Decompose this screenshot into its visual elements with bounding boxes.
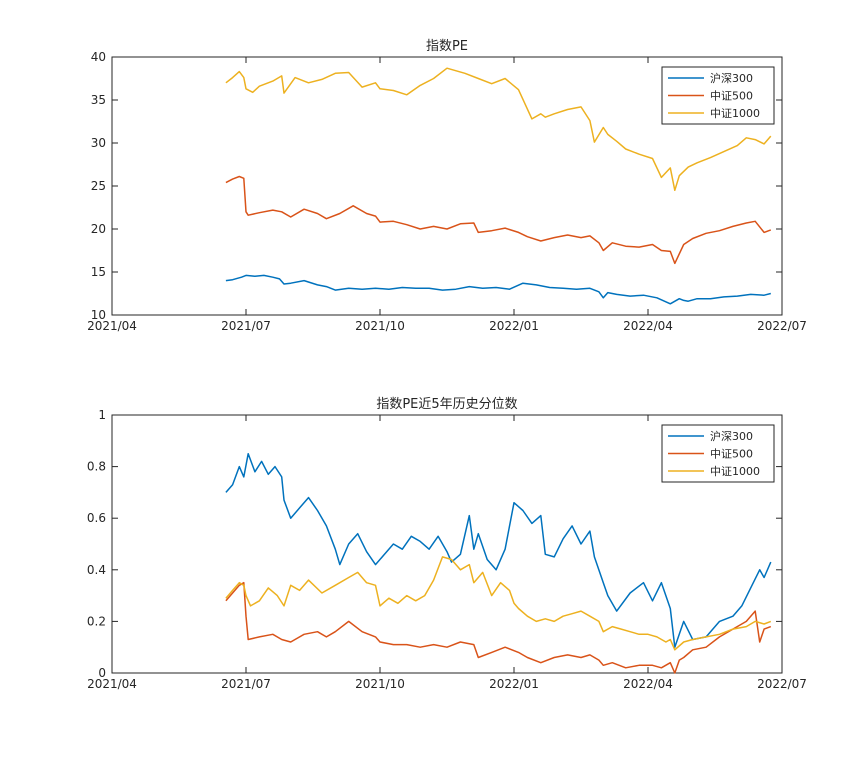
- pe-chart-y-tick-label: 20: [91, 222, 106, 236]
- pe-percentile-chart-series-zz1000-line: [225, 556, 772, 651]
- pe-chart-series-zz500-line: [225, 175, 772, 265]
- pe-percentile-chart-x-tick-label: 2021/04: [87, 677, 137, 691]
- pe-percentile-chart-series-hs300-line: [225, 452, 772, 648]
- pe-chart-series: [225, 67, 772, 305]
- pe-percentile-chart-y-tick-label: 0.8: [87, 460, 106, 474]
- pe-chart-legend: 沪深300 中证500 中证1000: [661, 66, 775, 125]
- pe-percentile-chart-y-tick-label: 0.4: [87, 563, 106, 577]
- pe-chart-y-tick-label: 40: [91, 50, 106, 64]
- pe-chart-title: 指数PE: [426, 39, 468, 54]
- pe-chart-ticks: 2021/04 2021/07 2021/10 2022/01 2022/04 2022/…: [87, 50, 807, 333]
- pe-percentile-chart-ticks: 2021/04 2021/07 2021/10 2022/01 2022/04 2022/…: [87, 408, 807, 691]
- pe-chart-y-tick-label: 25: [91, 179, 106, 193]
- pe-percentile-chart-x-tick-label: 2022/01: [489, 677, 539, 691]
- pe-chart-x-tick-label: 2022/04: [623, 319, 673, 333]
- pe-chart-x-tick-label: 2022/01: [489, 319, 539, 333]
- pe-chart: 指数PE 2021/04 2021/07 2021/10 2022/01 2022/04…: [87, 39, 807, 333]
- pe-percentile-chart-title: 指数PE近5年历史分位数: [376, 397, 517, 412]
- pe-percentile-chart-y-tick-label: 0.6: [87, 511, 106, 525]
- pe-percentile-chart-legend-label-zz1000: 中证1000: [710, 465, 760, 478]
- pe-percentile-chart-x-tick-label: 2022/07: [757, 677, 807, 691]
- pe-chart-legend-label-zz500: 中证500: [710, 90, 753, 103]
- pe-chart-y-tick-label: 30: [91, 136, 106, 150]
- pe-chart-legend-label-zz1000: 中证1000: [710, 107, 760, 120]
- pe-chart-y-tick-label: 35: [91, 93, 106, 107]
- pe-percentile-chart-legend-label-hs300: 沪深300: [710, 429, 753, 443]
- pe-percentile-chart-legend-label-zz500: 中证500: [710, 448, 753, 461]
- pe-chart-x-tick-label: 2021/07: [221, 319, 271, 333]
- pe-chart-legend-label-hs300: 沪深300: [710, 71, 753, 85]
- pe-chart-x-tick-label: 2021/10: [355, 319, 405, 333]
- pe-percentile-chart-x-tick-label: 2021/10: [355, 677, 405, 691]
- pe-chart-x-tick-label: 2022/07: [757, 319, 807, 333]
- pe-percentile-chart-y-tick-label: 1: [98, 408, 106, 422]
- pe-percentile-chart-y-tick-label: 0: [98, 666, 106, 680]
- pe-chart-x-tick-label: 2021/04: [87, 319, 137, 333]
- pe-percentile-chart-x-tick-label: 2022/04: [623, 677, 673, 691]
- pe-percentile-chart-legend: 沪深300 中证500 中证1000: [661, 424, 775, 483]
- pe-chart-y-tick-label: 10: [91, 308, 106, 322]
- pe-percentile-chart-x-tick-label: 2021/07: [221, 677, 271, 691]
- pe-chart-y-tick-label: 15: [91, 265, 106, 279]
- pe-chart-series-zz1000-line: [225, 67, 772, 192]
- pe-chart-series-hs300-line: [225, 274, 771, 305]
- pe-percentile-chart-y-tick-label: 0.2: [87, 614, 106, 628]
- pe-percentile-chart-series-zz500-line: [225, 581, 772, 674]
- pe-percentile-chart: 指数PE近5年历史分位数 2021/04 2021/07 2021/10 2022/0…: [87, 397, 807, 691]
- pe-percentile-chart-series: [225, 452, 772, 674]
